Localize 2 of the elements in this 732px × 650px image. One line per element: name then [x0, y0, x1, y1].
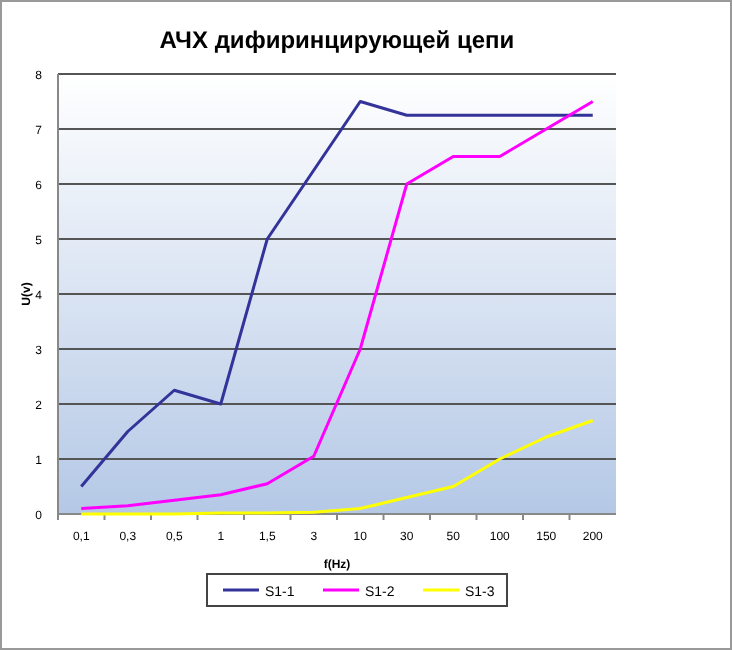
line-series — [79, 419, 595, 516]
chart-title: АЧХ дифиринцирующей цепи — [159, 26, 515, 54]
